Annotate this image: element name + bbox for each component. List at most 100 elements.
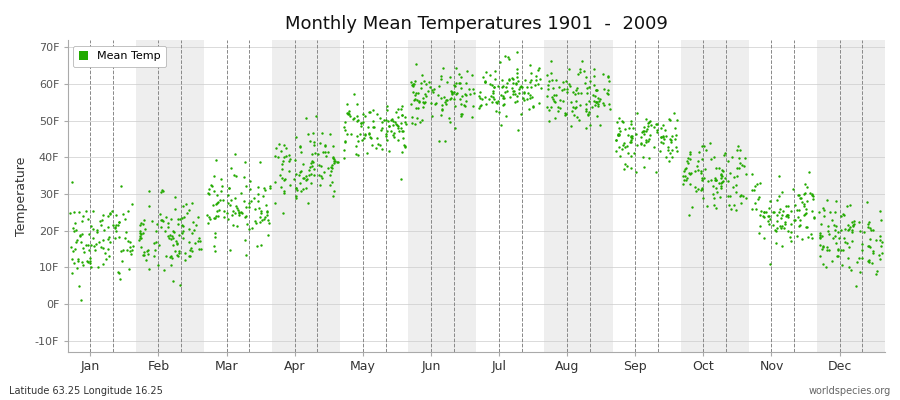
- Point: [176, 215, 190, 222]
- Point: [124, 201, 139, 207]
- Point: [704, 156, 718, 162]
- Y-axis label: Temperature: Temperature: [15, 156, 28, 236]
- Point: [820, 246, 834, 253]
- Point: [133, 233, 148, 239]
- Point: [770, 218, 784, 224]
- Point: [326, 155, 340, 162]
- Point: [338, 138, 352, 144]
- Point: [277, 190, 292, 196]
- Point: [113, 183, 128, 189]
- Point: [522, 106, 536, 112]
- Point: [364, 135, 378, 142]
- Point: [505, 84, 519, 91]
- Point: [112, 219, 126, 226]
- Point: [498, 53, 512, 59]
- Point: [115, 246, 130, 253]
- Point: [438, 96, 453, 103]
- Point: [416, 95, 430, 101]
- Point: [445, 90, 459, 96]
- Point: [425, 112, 439, 119]
- Point: [511, 90, 526, 96]
- Point: [636, 130, 651, 137]
- Point: [709, 176, 724, 183]
- Point: [268, 200, 283, 206]
- Point: [90, 227, 104, 233]
- Point: [812, 209, 826, 215]
- Point: [269, 144, 284, 151]
- Point: [118, 216, 132, 222]
- Point: [139, 257, 153, 263]
- Point: [798, 210, 813, 217]
- Point: [282, 158, 296, 164]
- Point: [569, 87, 583, 94]
- Point: [649, 121, 663, 127]
- Point: [330, 159, 345, 166]
- Point: [222, 184, 237, 191]
- Point: [643, 118, 657, 125]
- Point: [799, 224, 814, 230]
- Point: [861, 218, 876, 225]
- Point: [478, 79, 492, 86]
- Point: [863, 227, 878, 233]
- Point: [793, 194, 807, 201]
- Point: [94, 222, 109, 228]
- Point: [438, 98, 453, 105]
- Point: [186, 227, 201, 233]
- Point: [720, 158, 734, 164]
- Point: [114, 258, 129, 264]
- Point: [109, 212, 123, 218]
- Point: [292, 180, 307, 186]
- Point: [346, 90, 361, 97]
- Point: [624, 118, 638, 124]
- Point: [202, 191, 216, 198]
- Text: worldspecies.org: worldspecies.org: [809, 386, 891, 396]
- Point: [612, 132, 626, 138]
- Point: [76, 262, 90, 268]
- Point: [226, 208, 240, 214]
- Point: [708, 204, 723, 211]
- Point: [531, 81, 545, 88]
- Point: [615, 146, 629, 152]
- Point: [296, 186, 310, 193]
- Point: [338, 139, 352, 145]
- Point: [356, 119, 370, 125]
- Point: [821, 222, 835, 229]
- Point: [380, 102, 394, 109]
- Point: [202, 216, 217, 222]
- Point: [238, 237, 253, 243]
- Point: [831, 246, 845, 252]
- Point: [589, 87, 603, 93]
- Point: [215, 183, 230, 190]
- Point: [807, 214, 822, 221]
- Point: [833, 227, 848, 234]
- Point: [157, 267, 171, 273]
- Point: [394, 106, 409, 112]
- Point: [253, 158, 267, 165]
- Point: [208, 230, 222, 236]
- Point: [791, 214, 806, 220]
- Point: [570, 85, 584, 91]
- Point: [302, 167, 316, 174]
- Point: [443, 96, 457, 102]
- Point: [772, 193, 787, 200]
- Point: [151, 242, 166, 248]
- Point: [535, 84, 549, 91]
- Point: [140, 248, 154, 254]
- Point: [161, 233, 176, 239]
- Point: [778, 219, 793, 226]
- Point: [792, 223, 806, 229]
- Point: [134, 220, 148, 226]
- Point: [396, 128, 410, 134]
- Point: [516, 95, 530, 101]
- Point: [682, 149, 697, 155]
- Point: [86, 226, 100, 233]
- Point: [242, 186, 256, 193]
- Point: [773, 223, 788, 229]
- Point: [806, 191, 820, 197]
- Point: [638, 116, 652, 122]
- Point: [185, 248, 200, 254]
- Point: [207, 188, 221, 194]
- Point: [580, 90, 594, 96]
- Point: [860, 199, 874, 205]
- Point: [366, 123, 381, 130]
